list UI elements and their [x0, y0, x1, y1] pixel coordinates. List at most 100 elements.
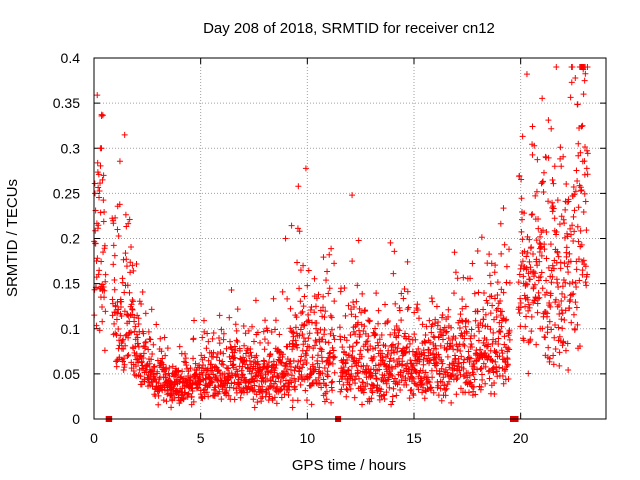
data-point	[574, 223, 581, 230]
data-point	[287, 325, 294, 332]
data-point	[361, 386, 368, 393]
data-point	[150, 371, 157, 378]
data-point	[190, 335, 197, 342]
data-point	[402, 349, 409, 356]
data-point	[521, 210, 528, 217]
data-point	[584, 171, 591, 178]
data-point	[545, 154, 552, 161]
data-point	[420, 349, 427, 356]
data-point	[463, 330, 470, 337]
data-point	[414, 382, 421, 389]
data-point	[122, 211, 129, 218]
data-point	[546, 300, 553, 307]
data-point	[346, 344, 353, 351]
data-point	[224, 379, 231, 386]
data-point	[336, 324, 343, 331]
data-point	[442, 329, 449, 336]
data-point	[133, 351, 140, 358]
data-point	[582, 263, 589, 270]
data-point	[486, 272, 493, 279]
data-point	[487, 280, 494, 287]
data-point	[471, 290, 478, 297]
data-point	[570, 290, 577, 297]
data-point	[376, 396, 383, 403]
data-point	[413, 369, 420, 376]
data-point	[329, 387, 336, 394]
data-point	[519, 236, 526, 243]
data-point	[303, 397, 310, 404]
data-point	[520, 337, 527, 344]
data-point	[320, 254, 327, 261]
data-point	[397, 369, 404, 376]
data-point	[535, 295, 542, 302]
data-point	[572, 188, 579, 195]
data-point	[124, 353, 131, 360]
data-point	[454, 363, 461, 370]
data-point	[483, 336, 490, 343]
data-point	[526, 258, 533, 265]
data-point	[429, 298, 436, 305]
data-point	[210, 349, 217, 356]
data-point	[460, 359, 467, 366]
data-point	[493, 363, 500, 370]
data-point	[340, 381, 347, 388]
data-point	[300, 303, 307, 310]
data-point	[422, 369, 429, 376]
data-point	[549, 199, 556, 206]
data-point	[425, 346, 432, 353]
data-point	[400, 295, 407, 302]
data-point	[331, 353, 338, 360]
data-point	[376, 366, 383, 373]
data-point	[372, 331, 379, 338]
data-point	[570, 213, 577, 220]
data-point	[348, 363, 355, 370]
data-point	[474, 247, 481, 254]
data-point	[403, 381, 410, 388]
data-point	[569, 64, 576, 71]
data-point	[173, 387, 180, 394]
data-point	[198, 352, 205, 359]
data-point	[354, 282, 361, 289]
data-point	[352, 380, 359, 387]
data-point	[316, 380, 323, 387]
data-point	[553, 64, 560, 71]
data-point	[551, 215, 558, 222]
data-point	[530, 273, 537, 280]
data-point	[264, 375, 271, 382]
data-point	[459, 296, 466, 303]
data-point	[566, 304, 573, 311]
data-point	[560, 338, 567, 345]
data-point	[390, 357, 397, 364]
data-point	[395, 332, 402, 339]
data-point	[529, 151, 536, 158]
data-point	[264, 327, 271, 334]
data-point	[429, 374, 436, 381]
data-point	[380, 357, 387, 364]
data-point	[127, 269, 134, 276]
data-point	[101, 242, 108, 249]
data-point	[121, 131, 128, 138]
data-point	[434, 360, 441, 367]
y-tick-label: 0.15	[53, 276, 80, 292]
data-point	[377, 347, 384, 354]
data-point	[568, 319, 575, 326]
data-point	[180, 395, 187, 402]
data-point	[209, 379, 216, 386]
data-point	[574, 321, 581, 328]
data-point	[95, 184, 102, 191]
data-point	[455, 360, 462, 367]
data-point	[422, 331, 429, 338]
data-point	[153, 321, 160, 328]
data-point	[290, 329, 297, 336]
data-point	[296, 332, 303, 339]
data-point	[480, 306, 487, 313]
data-point	[470, 383, 477, 390]
data-point	[228, 344, 235, 351]
data-point	[482, 363, 489, 370]
data-point	[448, 324, 455, 331]
data-point	[530, 250, 537, 257]
y-tick-label: 0.35	[53, 95, 80, 111]
data-point	[545, 117, 552, 124]
data-point	[525, 307, 532, 314]
data-point	[474, 308, 481, 315]
